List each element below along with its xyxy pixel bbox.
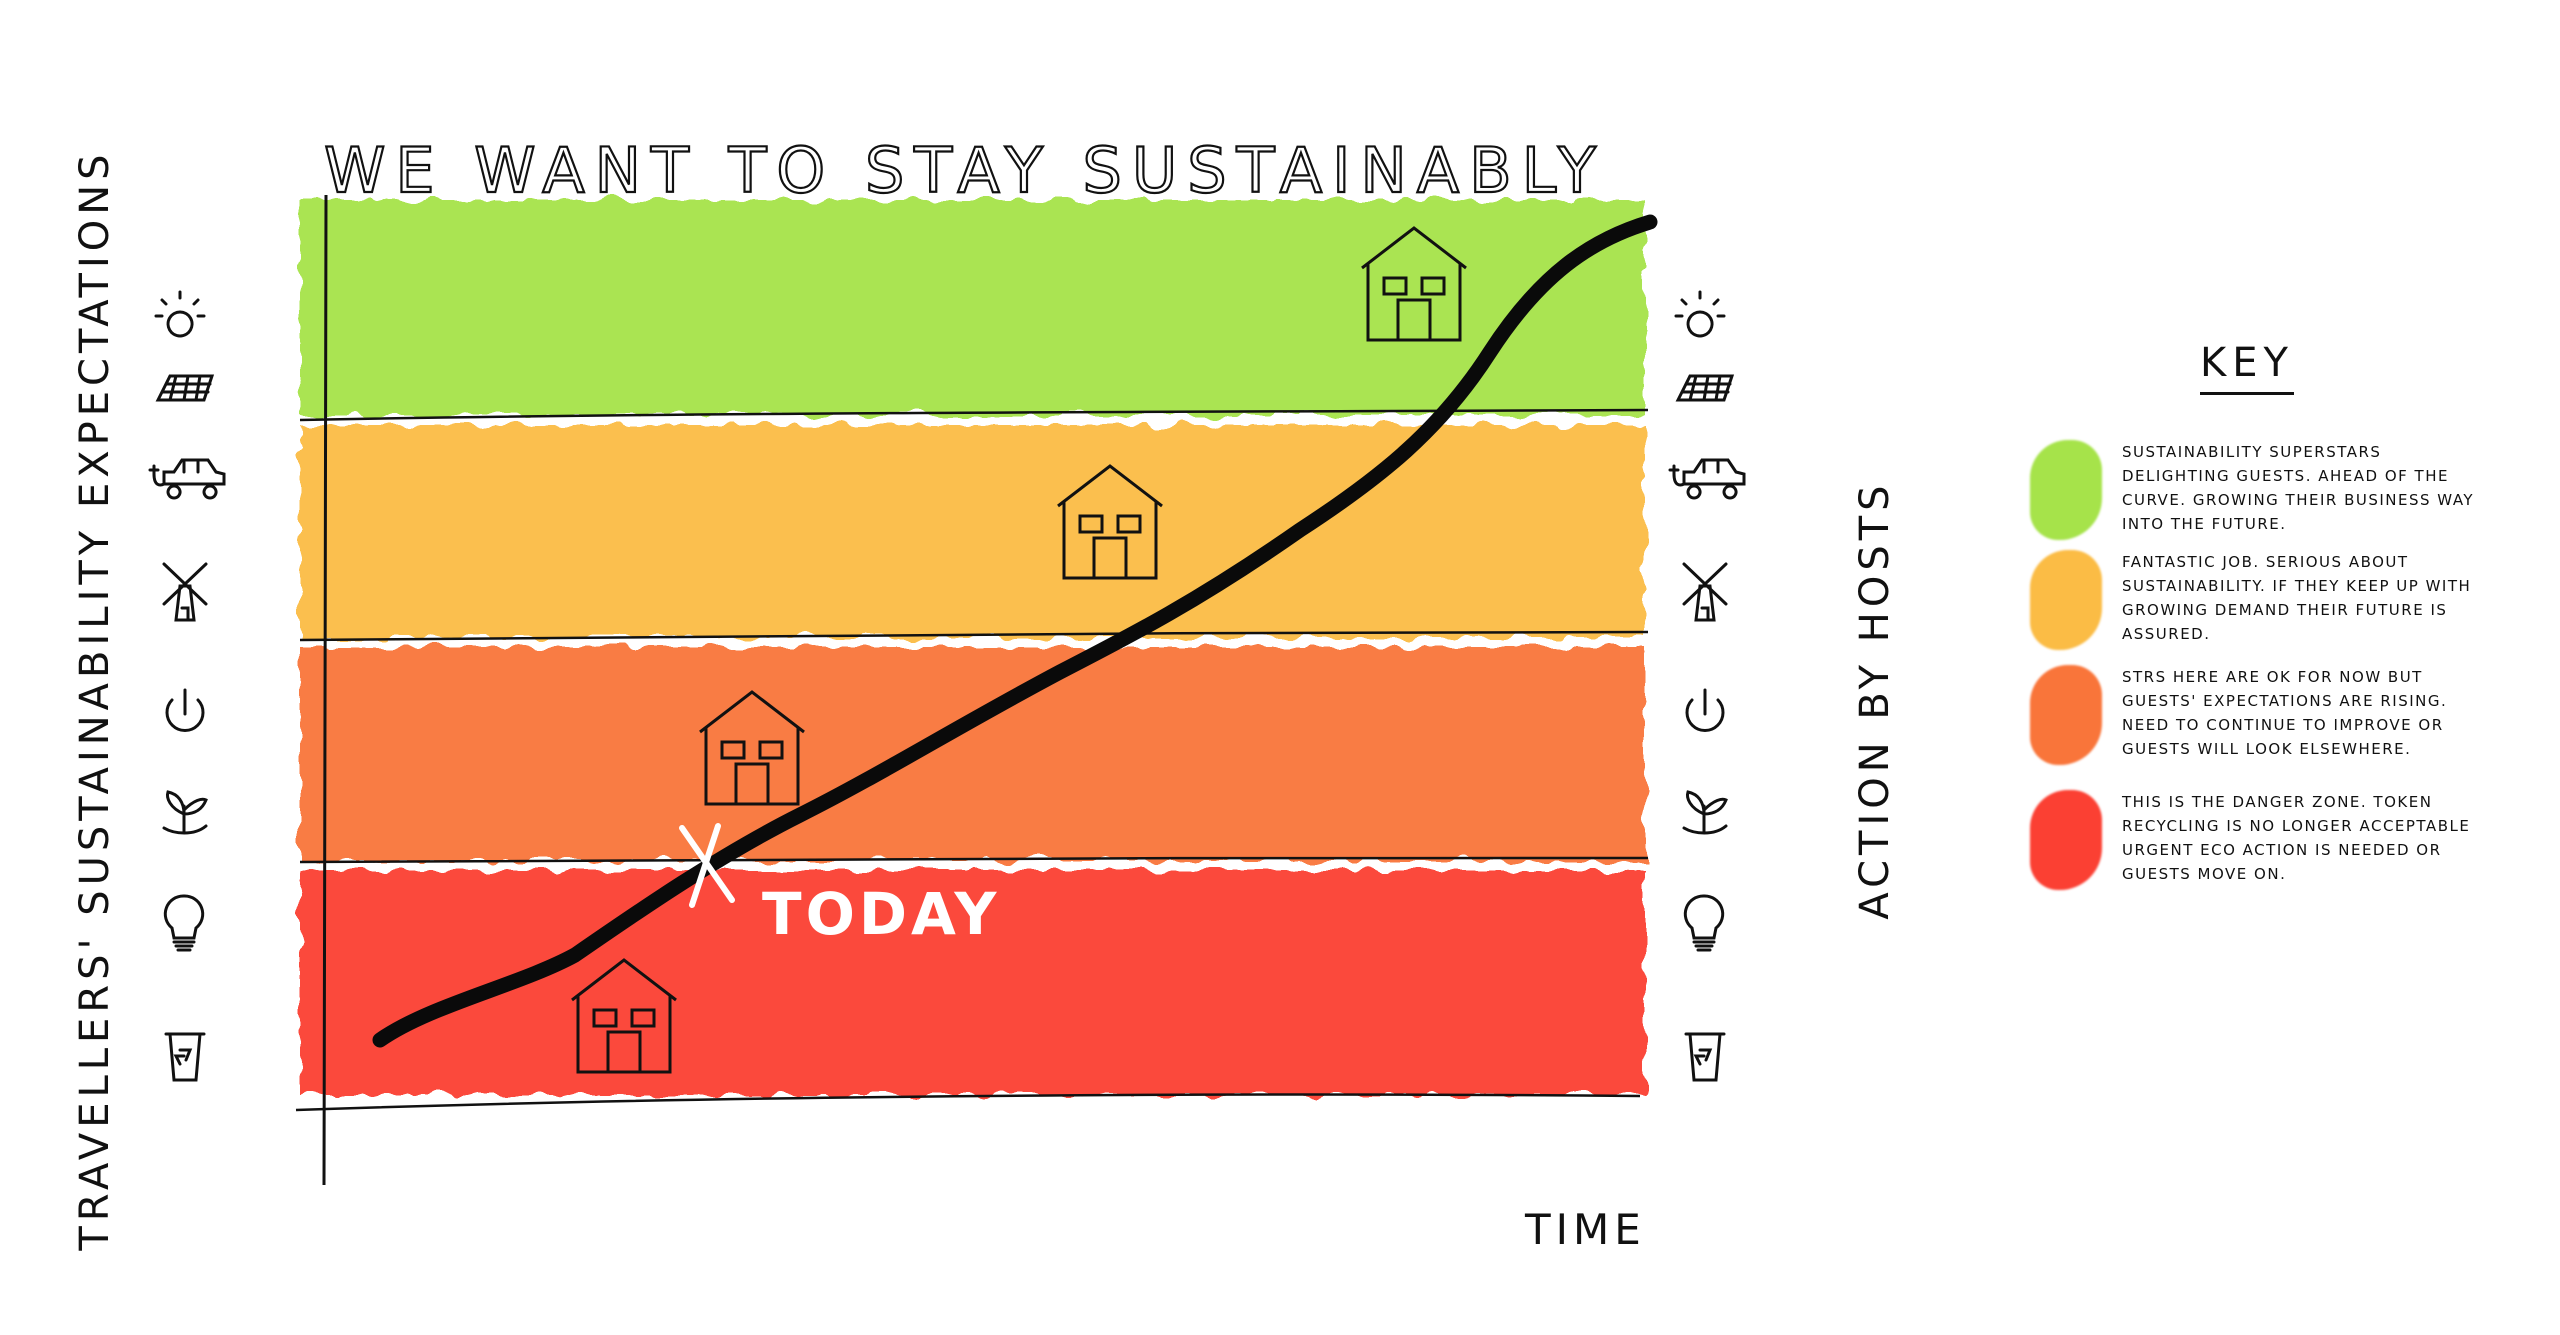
recycling-bin-icon (1684, 1032, 1726, 1082)
band-green (300, 200, 1645, 415)
key-swatch-red (2030, 790, 2102, 890)
recycling-bin-icon (164, 1032, 206, 1082)
divider-line (299, 856, 1649, 864)
electric-car-icon (1668, 458, 1746, 500)
electric-car-icon (148, 458, 226, 500)
windmill-icon (1682, 562, 1728, 622)
x-axis-label: TIME (1525, 1205, 1646, 1254)
power-icon (165, 688, 205, 732)
key-text: SUSTAINABILITY SUPERSTARS DELIGHTING GUE… (2122, 443, 2475, 533)
band-orange (300, 647, 1645, 860)
bands (300, 200, 1645, 1095)
sun-icon (1674, 290, 1726, 338)
key-item: SUSTAINABILITY SUPERSTARS DELIGHTING GUE… (2010, 440, 2510, 550)
divider-line (295, 1093, 1641, 1112)
house-icon (1057, 464, 1163, 580)
icons-right (1668, 290, 1746, 1082)
windmill-icon (162, 562, 208, 622)
y-axis-label-text: TRAVELLERS' SUSTAINABILITY EXPECTATIONS (72, 149, 118, 1251)
today-marker (679, 823, 735, 908)
sun-icon (154, 290, 206, 338)
light-bulb-icon (163, 894, 205, 952)
band-yellow (300, 425, 1645, 637)
house-icon (571, 958, 677, 1074)
key-swatch-orange (2030, 665, 2102, 765)
divider-line (299, 630, 1649, 642)
house-icon (1361, 226, 1467, 342)
right-axis-label-text: ACTION BY HOSTS (1852, 480, 1898, 920)
power-icon (1685, 688, 1725, 732)
key-item: FANTASTIC JOB. SERIOUS ABOUT SUSTAINABIL… (2010, 550, 2510, 660)
key-item: THIS IS THE DANGER ZONE. TOKEN RECYCLING… (2010, 790, 2510, 900)
y-axis-label: TRAVELLERS' SUSTAINABILITY EXPECTATIONS (60, 149, 130, 1250)
icons-left (148, 290, 226, 1082)
key-text: STRS HERE ARE OK FOR NOW BUT GUESTS' EXP… (2122, 668, 2448, 758)
today-label: TODAY (762, 880, 1001, 948)
plant-icon (1682, 790, 1728, 835)
plant-icon (162, 790, 208, 835)
key-item: STRS HERE ARE OK FOR NOW BUT GUESTS' EXP… (2010, 665, 2510, 775)
key-text: THIS IS THE DANGER ZONE. TOKEN RECYCLING… (2122, 793, 2471, 883)
houses (571, 226, 1467, 1074)
page-title: WE WANT TO STAY SUSTAINABLY (324, 134, 1606, 207)
solar-panel-icon (155, 374, 215, 402)
y-axis-line (322, 194, 328, 1186)
right-axis-label: ACTION BY HOSTS (1840, 470, 1910, 930)
trend-curve (372, 214, 1658, 1048)
key-swatch-yellow (2030, 550, 2102, 650)
key-title: KEY (2200, 340, 2294, 395)
house-icon (699, 690, 805, 806)
solar-panel-icon (1675, 374, 1735, 402)
light-bulb-icon (1683, 894, 1725, 952)
key-swatch-green (2030, 440, 2102, 540)
key-text: FANTASTIC JOB. SERIOUS ABOUT SUSTAINABIL… (2122, 553, 2472, 643)
